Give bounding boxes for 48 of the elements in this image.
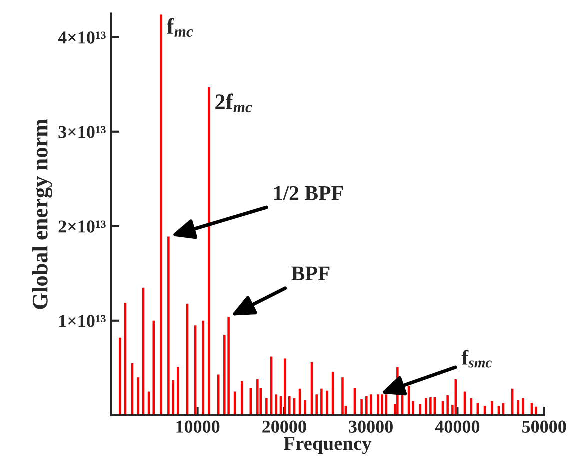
bar <box>446 396 449 416</box>
y-axis-title: Global energy norm <box>32 119 53 310</box>
bar <box>370 394 372 416</box>
bar <box>288 396 291 416</box>
bar <box>419 404 422 416</box>
bar <box>256 379 259 416</box>
annotation: BPF <box>292 266 330 281</box>
bar <box>168 236 170 416</box>
bar <box>228 317 230 416</box>
bar <box>160 14 162 416</box>
x-tick-label: 50000 <box>522 420 566 433</box>
annotation: f$_{mc}$ <box>166 18 194 38</box>
bar <box>137 378 140 416</box>
y-tick-label: 4×10¹³ <box>58 32 106 44</box>
annotation: 1/2 BPF <box>274 186 344 200</box>
x-tick-label: 30000 <box>349 420 393 433</box>
x-tick-label: 10000 <box>176 420 220 433</box>
bar <box>202 320 204 416</box>
x-tick-label: 20000 <box>262 420 306 433</box>
bar <box>377 394 380 416</box>
bar <box>119 338 122 416</box>
bar <box>491 401 494 416</box>
x-tick-label: 40000 <box>435 420 480 433</box>
bar <box>304 400 306 416</box>
bar <box>360 399 363 416</box>
annotation: 2f$_{mc}$ <box>216 94 252 113</box>
bar <box>152 320 155 416</box>
bar <box>522 398 524 416</box>
bar <box>342 378 344 416</box>
x-axis-title: Frequency <box>284 437 372 454</box>
bar <box>266 398 268 416</box>
bar <box>517 400 520 416</box>
bar <box>275 394 278 416</box>
bar <box>316 394 318 416</box>
bar <box>412 401 414 416</box>
bar <box>425 398 428 416</box>
y-tick-label: 2×10¹³ <box>58 220 106 233</box>
bar <box>430 397 432 416</box>
y-tick-label: 1×10¹³ <box>60 315 106 328</box>
bar <box>381 394 384 416</box>
bar <box>241 381 244 416</box>
bar <box>366 396 368 416</box>
annotation: f$_{smc}$ <box>462 350 492 368</box>
bar <box>208 87 210 416</box>
y-tick-label: 3×10¹³ <box>58 126 106 138</box>
bar <box>320 388 323 416</box>
bar <box>326 390 328 416</box>
bar <box>172 380 174 416</box>
